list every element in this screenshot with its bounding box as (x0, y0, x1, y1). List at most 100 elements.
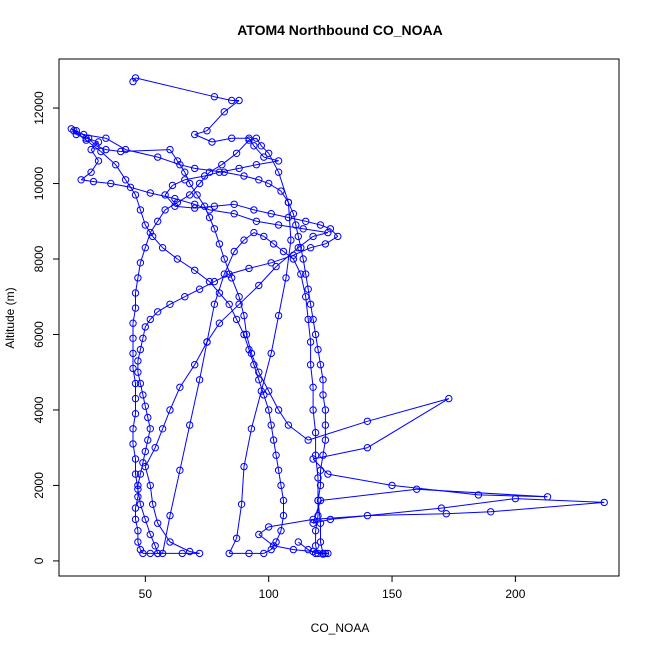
data-point (311, 527, 320, 535)
series-line-segment (320, 224, 331, 230)
series-line-segment (263, 236, 274, 245)
series-line-segment (300, 273, 307, 297)
series-line-segment (275, 247, 299, 267)
series-line-segment (270, 315, 280, 354)
data-point (235, 96, 243, 105)
data-point (334, 232, 342, 241)
data-point (139, 334, 147, 342)
data-point (289, 251, 298, 259)
series-line-segment (256, 160, 279, 166)
data-point (220, 108, 229, 116)
data-point (166, 145, 174, 154)
series-line-segment (327, 473, 393, 486)
series-line-segment (88, 137, 97, 147)
y-tick-label: 6000 (32, 321, 46, 348)
data-point (324, 228, 332, 237)
data-point (134, 274, 142, 282)
data-point (267, 210, 275, 218)
x-tick-label: 150 (382, 587, 402, 601)
data-point (94, 157, 103, 165)
data-point (154, 217, 162, 226)
data-point (269, 436, 278, 444)
series-line-segment (253, 145, 265, 158)
x-axis-label: CO_NOAA (311, 621, 370, 635)
data-point (154, 519, 162, 527)
data-point (141, 402, 150, 410)
data-point (289, 210, 298, 218)
data-point (474, 491, 483, 499)
data-point (89, 177, 98, 186)
series-line-segment (199, 341, 208, 380)
data-point (269, 240, 278, 248)
series-line-segment (248, 137, 257, 141)
series-line-segment (248, 349, 255, 365)
series-line-segment (236, 504, 243, 539)
series-line-segment (137, 489, 141, 505)
data-point (279, 496, 288, 505)
data-point (292, 221, 300, 229)
data-point (277, 187, 285, 195)
data-point (279, 247, 288, 256)
data-point (250, 206, 258, 214)
series-line-segment (219, 292, 230, 305)
series-line-segment (209, 281, 220, 294)
data-point (260, 232, 268, 241)
series-line-segment (179, 164, 195, 169)
series-line-segment (218, 243, 225, 260)
series-line-segment (295, 224, 299, 237)
data-point (141, 462, 150, 471)
data-point (154, 549, 162, 558)
data-point (284, 421, 293, 429)
data-point (166, 406, 174, 414)
series-line-segment (280, 190, 289, 203)
data-point (309, 406, 317, 414)
series-line-segment (152, 236, 163, 249)
data-point (158, 425, 167, 433)
series-line-segment (144, 406, 149, 418)
series-line-segment (105, 149, 121, 152)
series-line-segment (135, 519, 139, 531)
data-point (316, 221, 325, 229)
data-point (129, 425, 137, 433)
series-line-segment (258, 379, 265, 396)
data-point (240, 311, 248, 320)
data-point (146, 189, 155, 197)
y-tick-label: 12000 (32, 91, 46, 125)
data-point (139, 391, 147, 399)
data-point (304, 315, 312, 324)
data-point (247, 425, 256, 433)
data-point (302, 293, 310, 301)
series-line-segment (243, 428, 252, 467)
series-line-segment (219, 303, 240, 324)
y-axis: 0 2000 4000 6000 8000 10000 12000 (32, 91, 60, 564)
data-point (136, 545, 145, 554)
series-line-segment (258, 526, 270, 535)
series-line-segment (206, 322, 220, 343)
data-point (205, 168, 214, 176)
series-line-segment (139, 549, 144, 554)
data-point (200, 172, 209, 180)
data-point (195, 549, 204, 558)
data-point (274, 168, 283, 176)
series-line-segment (280, 515, 284, 531)
series-line-segment (169, 149, 178, 162)
series-line-segment (310, 304, 314, 320)
data-point (235, 164, 243, 173)
data-point (139, 459, 147, 467)
series-line-segment (312, 409, 317, 433)
data-point (277, 481, 285, 490)
series-line-segment (305, 274, 309, 290)
data-point (230, 200, 238, 209)
data-point (193, 191, 201, 199)
series-line-segment (199, 281, 215, 290)
data-point (309, 519, 317, 527)
data-point (299, 255, 307, 263)
series-line-segment (515, 498, 605, 503)
series-line-segment (213, 273, 225, 305)
data-point (294, 244, 302, 252)
data-point (297, 270, 305, 278)
series-line-segment (139, 338, 144, 350)
series-line-segment (213, 228, 220, 245)
data-point (166, 511, 174, 520)
